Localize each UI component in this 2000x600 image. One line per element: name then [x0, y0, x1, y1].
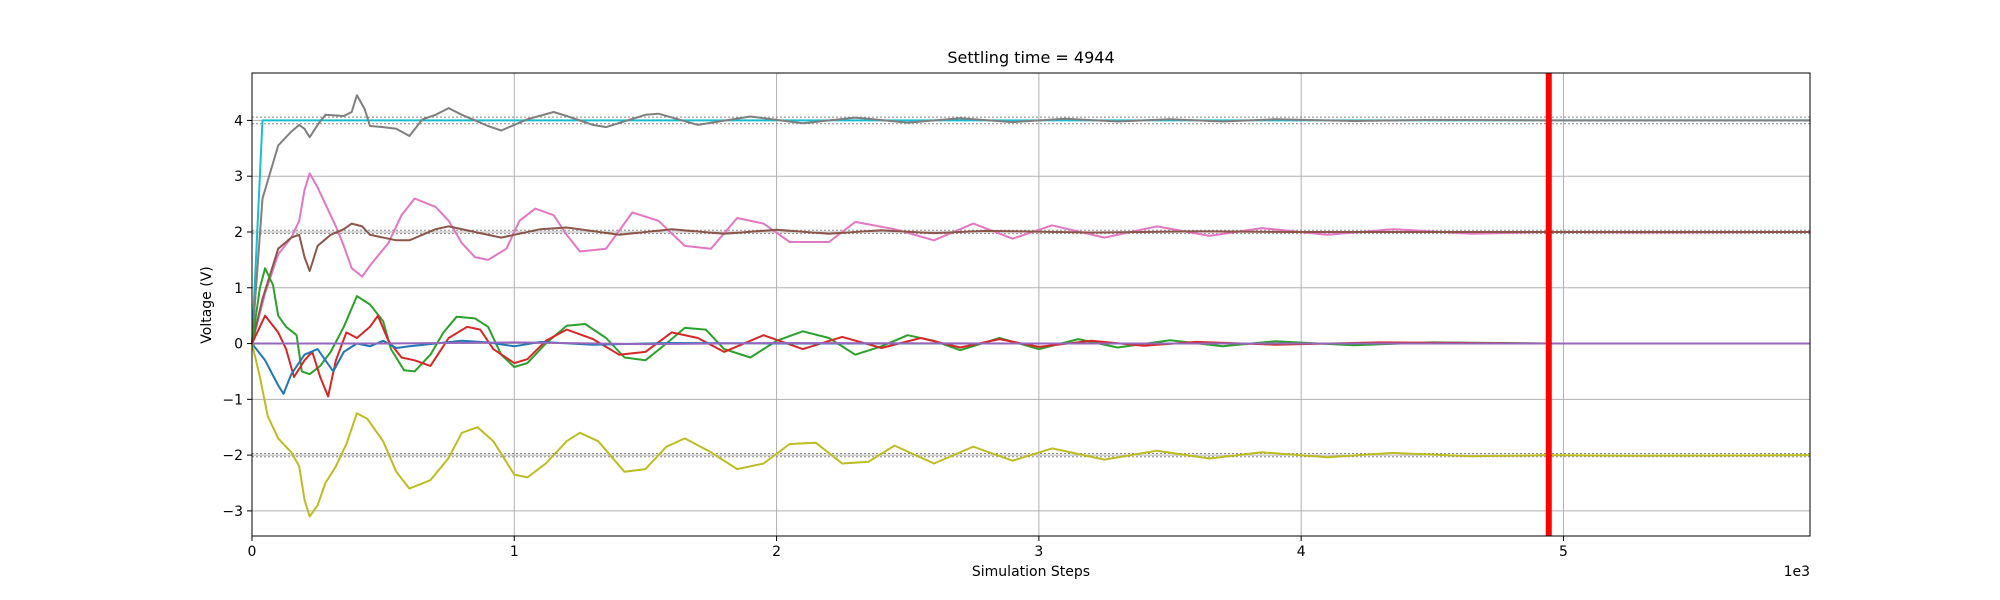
- y-tick-label: −1: [222, 392, 243, 408]
- series-line: [251, 343, 1811, 518]
- y-tick-label: 1: [234, 281, 243, 297]
- x-tick-label: 2: [772, 544, 781, 560]
- x-multiplier-label: 1e3: [1784, 564, 1810, 580]
- y-tick-label: 3: [234, 169, 243, 185]
- y-tick-label: 4: [234, 113, 243, 129]
- x-tick-label: 5: [1559, 544, 1568, 560]
- x-tick-label: 0: [248, 544, 257, 560]
- y-tick-label: −2: [222, 448, 243, 464]
- grid: [251, 73, 1810, 536]
- x-tick-label: 1: [510, 544, 519, 560]
- tolerance-bands: [252, 116, 1810, 458]
- chart-title: Settling time = 4944: [947, 48, 1114, 67]
- y-axis-label: Voltage (V): [199, 266, 215, 343]
- y-tick-label: 2: [234, 225, 243, 241]
- x-axis: 0 1 2 3 4 5: [248, 536, 1568, 560]
- x-tick-label: 4: [1297, 544, 1306, 560]
- series-line: [251, 339, 1810, 395]
- y-tick-label: −3: [222, 504, 243, 520]
- x-axis-label: Simulation Steps: [972, 564, 1090, 580]
- x-tick-label: 3: [1034, 544, 1043, 560]
- plot-frame: [251, 72, 1811, 537]
- series-line: [252, 341, 1810, 346]
- y-tick-label: 0: [234, 337, 243, 353]
- series-line: [251, 94, 1810, 344]
- series-group: [251, 94, 1811, 518]
- series-line: [251, 267, 1810, 376]
- series-line: [251, 314, 1810, 398]
- y-axis: −3 −2 −1 0 1 2 3 4: [222, 113, 252, 520]
- series-line: [251, 222, 1810, 344]
- series-line: [251, 172, 1811, 344]
